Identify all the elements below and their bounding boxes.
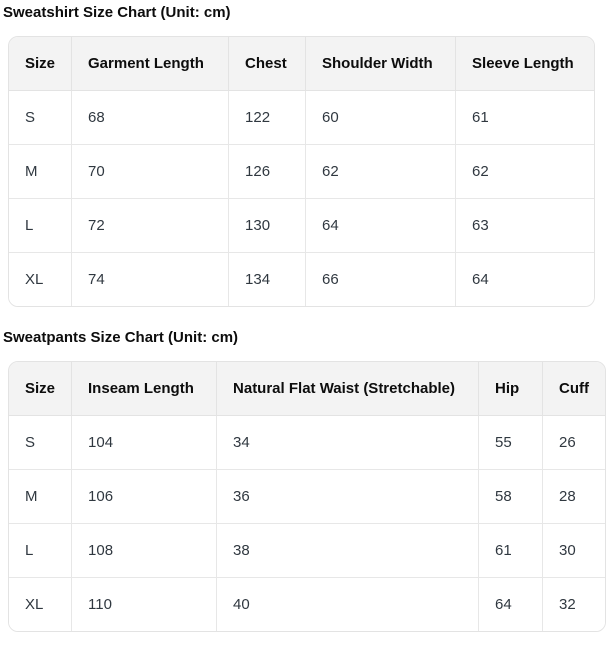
- column-header: Hip: [478, 362, 544, 416]
- table-head: Size Garment Length Chest Shoulder Width Sle…: [9, 37, 594, 91]
- value-cell: 122: [228, 90, 307, 145]
- value-cell: 74: [71, 252, 230, 306]
- value-cell: 104: [71, 415, 218, 470]
- column-header: Chest: [228, 37, 307, 91]
- table-row: M 106 36 58 28: [9, 469, 606, 524]
- table-row: S 68 122 60 61: [9, 90, 594, 145]
- value-cell: 108: [71, 523, 218, 578]
- size-cell: L: [9, 198, 73, 253]
- table-row: M 70 126 62 62: [9, 144, 594, 199]
- value-cell: 64: [478, 577, 544, 631]
- column-header: Size: [9, 37, 73, 91]
- value-cell: 34: [216, 415, 480, 470]
- table-row: XL 110 40 64 32: [9, 577, 606, 631]
- value-cell: 40: [216, 577, 480, 631]
- table-row: S 104 34 55 26: [9, 415, 606, 470]
- table-row: XL 74 134 66 64: [9, 252, 594, 306]
- value-cell: 68: [71, 90, 230, 145]
- size-chart-section: Sweatshirt Size Chart (Unit: cm) Size Gar…: [3, 3, 609, 312]
- column-header: Sleeve Length: [455, 37, 594, 91]
- value-cell: 26: [542, 415, 606, 470]
- size-cell: M: [9, 144, 73, 199]
- size-charts-page: Sweatshirt Size Chart (Unit: cm) Size Gar…: [3, 3, 609, 637]
- value-cell: 66: [305, 252, 457, 306]
- table-body: S 68 122 60 61 M 70 126 62 62 L 72 130 64 63 XL 74 134 66 6…: [9, 90, 594, 306]
- size-cell: XL: [9, 577, 73, 631]
- value-cell: 134: [228, 252, 307, 306]
- value-cell: 70: [71, 144, 230, 199]
- value-cell: 55: [478, 415, 544, 470]
- value-cell: 72: [71, 198, 230, 253]
- value-cell: 36: [216, 469, 480, 524]
- size-table: Size Garment Length Chest Shoulder Width Sle…: [9, 37, 594, 306]
- value-cell: 126: [228, 144, 307, 199]
- value-cell: 64: [455, 252, 594, 306]
- size-cell: XL: [9, 252, 73, 306]
- column-header: Natural Flat Waist (Stretchable): [216, 362, 480, 416]
- value-cell: 38: [216, 523, 480, 578]
- value-cell: 58: [478, 469, 544, 524]
- column-header: Shoulder Width: [305, 37, 457, 91]
- column-header: Inseam Length: [71, 362, 218, 416]
- value-cell: 63: [455, 198, 594, 253]
- column-header: Garment Length: [71, 37, 230, 91]
- value-cell: 106: [71, 469, 218, 524]
- column-header: Size: [9, 362, 73, 416]
- table-body: S 104 34 55 26 M 106 36 58 28 L 108 38 61 30 XL 110 40 64 3…: [9, 415, 606, 631]
- value-cell: 60: [305, 90, 457, 145]
- value-cell: 32: [542, 577, 606, 631]
- table-head: Size Inseam Length Natural Flat Waist (Str…: [9, 362, 606, 416]
- value-cell: 62: [455, 144, 594, 199]
- size-table-wrapper: Size Inseam Length Natural Flat Waist (Str…: [8, 361, 607, 632]
- header-row: Size Inseam Length Natural Flat Waist (Str…: [9, 362, 606, 416]
- column-header: Cuff: [542, 362, 606, 416]
- value-cell: 62: [305, 144, 457, 199]
- value-cell: 64: [305, 198, 457, 253]
- chart-title: Sweatshirt Size Chart (Unit: cm): [3, 4, 231, 21]
- size-table: Size Inseam Length Natural Flat Waist (Str…: [9, 362, 606, 631]
- size-table-wrapper: Size Garment Length Chest Shoulder Width Sle…: [8, 36, 595, 307]
- table-row: L 108 38 61 30: [9, 523, 606, 578]
- value-cell: 61: [478, 523, 544, 578]
- size-chart-section: Sweatpants Size Chart (Unit: cm) Size Ins…: [3, 328, 609, 637]
- value-cell: 130: [228, 198, 307, 253]
- value-cell: 110: [71, 577, 218, 631]
- size-cell: S: [9, 90, 73, 145]
- value-cell: 30: [542, 523, 606, 578]
- value-cell: 28: [542, 469, 606, 524]
- table-row: L 72 130 64 63: [9, 198, 594, 253]
- size-cell: S: [9, 415, 73, 470]
- size-cell: M: [9, 469, 73, 524]
- chart-title: Sweatpants Size Chart (Unit: cm): [3, 329, 239, 346]
- header-row: Size Garment Length Chest Shoulder Width Sle…: [9, 37, 594, 91]
- value-cell: 61: [455, 90, 594, 145]
- size-cell: L: [9, 523, 73, 578]
